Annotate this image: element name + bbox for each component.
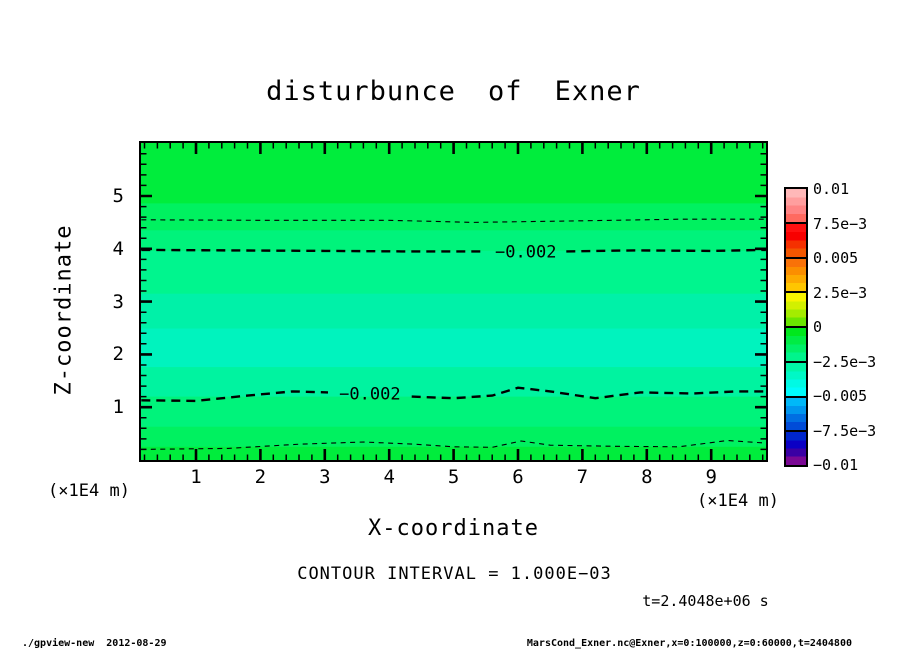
contour-fill-band — [141, 367, 766, 398]
x-tick-label: 9 — [705, 466, 717, 488]
axis-major-ticks — [141, 143, 766, 460]
colorbar-tick-label: 2.5e−3 — [813, 283, 868, 302]
contour-fill-band — [141, 230, 766, 252]
colorbar-cell — [786, 395, 806, 431]
x-axis-unit: (×1E4 m) — [697, 491, 779, 511]
footer-command-text: ./gpview-new 2012-08-29 — [22, 638, 167, 649]
x-tick-label: 2 — [254, 466, 267, 488]
z-tick-label: 4 — [112, 237, 124, 260]
colorbar-tick-label: 0.01 — [813, 180, 850, 198]
colorbar-tick-label: −7.5e−3 — [813, 421, 877, 440]
plot-frame: −0.002 −0.002 — [139, 141, 768, 462]
contour-line — [411, 386, 766, 400]
z-axis-unit: (×1E4 m) — [48, 481, 130, 501]
contour-plot-canvas: −0.002 −0.002 — [141, 143, 766, 460]
colorbar-cell — [786, 189, 806, 222]
contour-line — [141, 390, 329, 403]
z-tick-label: 3 — [112, 290, 124, 313]
z-tick-label: 5 — [112, 185, 124, 207]
x-tick-label: 5 — [447, 466, 460, 488]
colorbar-cell — [786, 326, 806, 361]
x-tick-label: 8 — [641, 466, 653, 488]
x-tick-label: 3 — [319, 466, 331, 488]
contour-interval-note: CONTOUR INTERVAL = 1.000E−03 — [297, 564, 612, 584]
colorbar-tick-label: −0.01 — [813, 456, 859, 474]
contour-fill-band — [141, 328, 766, 368]
z-axis-label: Z-coordinate — [51, 224, 77, 396]
colorbar-tick-label: −2.5e−3 — [813, 352, 877, 371]
colorbar-tick-label: 0.005 — [813, 249, 859, 267]
colorbar-tick-label: −0.005 — [813, 387, 868, 405]
contour-fill-band — [141, 396, 766, 428]
contour-fill-band — [141, 293, 766, 330]
x-tick-label: 1 — [190, 466, 202, 488]
colorbar-tick-label: 7.5e−3 — [813, 214, 868, 233]
footer-data-info: MarsCond_Exner.nc@Exner,x=0:100000,z=0:6… — [526, 638, 852, 649]
time-annotation: t=2.4048e+06 s — [642, 592, 769, 610]
axis-minor-ticks — [141, 143, 766, 460]
x-tick-label: 7 — [576, 466, 589, 488]
z-tick-label: 2 — [112, 343, 124, 366]
plot-title: disturbunce of Exner — [266, 76, 641, 107]
x-axis-label: X-coordinate — [368, 516, 539, 541]
colorbar-cell — [786, 430, 806, 465]
contour-fill-band — [141, 203, 766, 231]
contour-line — [566, 248, 766, 253]
contour-fill-band — [141, 426, 766, 448]
contour-fill-band — [141, 250, 766, 295]
x-tick-label: 4 — [383, 466, 395, 488]
colorbar-cell — [786, 291, 806, 326]
colorbar-cell — [786, 360, 806, 396]
contour-label: −0.002 — [495, 242, 556, 262]
colorbar — [784, 187, 808, 467]
colorbar-tick-label: 0 — [813, 318, 823, 336]
x-tick-label: 6 — [512, 466, 524, 488]
colorbar-cell — [786, 256, 806, 292]
colorbar-cell — [786, 221, 806, 257]
z-tick-label: 1 — [112, 396, 124, 419]
contour-label: −0.002 — [339, 384, 400, 404]
contour-line — [141, 248, 486, 253]
